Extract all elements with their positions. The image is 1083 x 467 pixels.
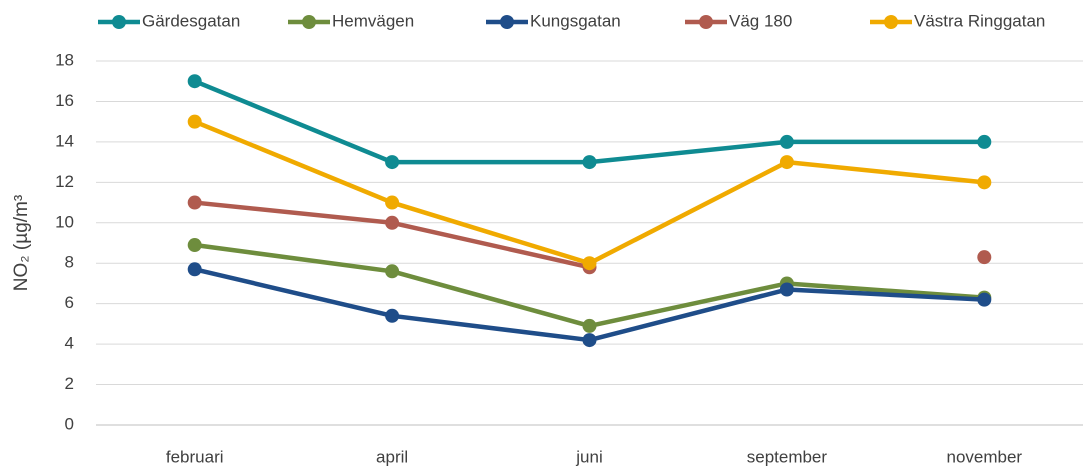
y-tick-label: 8 <box>65 253 74 272</box>
y-tick-label: 6 <box>65 293 74 312</box>
data-point <box>582 333 597 348</box>
x-tick-label: november <box>946 447 1022 466</box>
y-tick-label: 10 <box>55 212 74 231</box>
legend-marker <box>699 15 713 29</box>
y-tick-label: 0 <box>65 414 74 433</box>
data-point <box>187 114 202 129</box>
data-point <box>385 308 400 323</box>
legend-label: Väg 180 <box>729 11 792 30</box>
data-point <box>779 282 794 297</box>
legend-marker <box>302 15 316 29</box>
data-point <box>187 74 202 89</box>
data-point <box>187 262 202 277</box>
y-tick-label: 2 <box>65 374 74 393</box>
legend-label: Västra Ringgatan <box>914 11 1045 30</box>
legend-label: Hemvägen <box>332 11 414 30</box>
data-point <box>779 155 794 170</box>
data-point <box>977 134 992 149</box>
data-point <box>977 250 992 265</box>
legend-marker <box>500 15 514 29</box>
legend-marker <box>884 15 898 29</box>
x-tick-label: juni <box>575 447 602 466</box>
legend-label: Kungsgatan <box>530 11 621 30</box>
y-tick-label: 4 <box>65 334 74 353</box>
data-point <box>385 155 400 170</box>
data-point <box>582 155 597 170</box>
y-axis-label: NO₂ (µg/m³ <box>11 195 32 291</box>
x-tick-label: februari <box>166 447 224 466</box>
data-point <box>385 195 400 210</box>
data-point <box>187 195 202 210</box>
data-point <box>385 264 400 279</box>
y-tick-label: 18 <box>55 50 74 69</box>
legend-label: Gärdesgatan <box>142 11 240 30</box>
data-point <box>187 238 202 253</box>
series-line <box>193 79 985 165</box>
y-tick-label: 16 <box>55 91 74 110</box>
data-point <box>977 175 992 190</box>
x-tick-label: april <box>376 447 408 466</box>
data-point <box>977 292 992 307</box>
data-point <box>582 318 597 333</box>
legend-marker <box>112 15 126 29</box>
data-point <box>582 256 597 271</box>
y-tick-label: 14 <box>55 131 74 150</box>
x-tick-label: september <box>747 447 828 466</box>
data-point <box>385 215 400 230</box>
y-tick-label: 12 <box>55 172 74 191</box>
data-point <box>779 134 794 149</box>
